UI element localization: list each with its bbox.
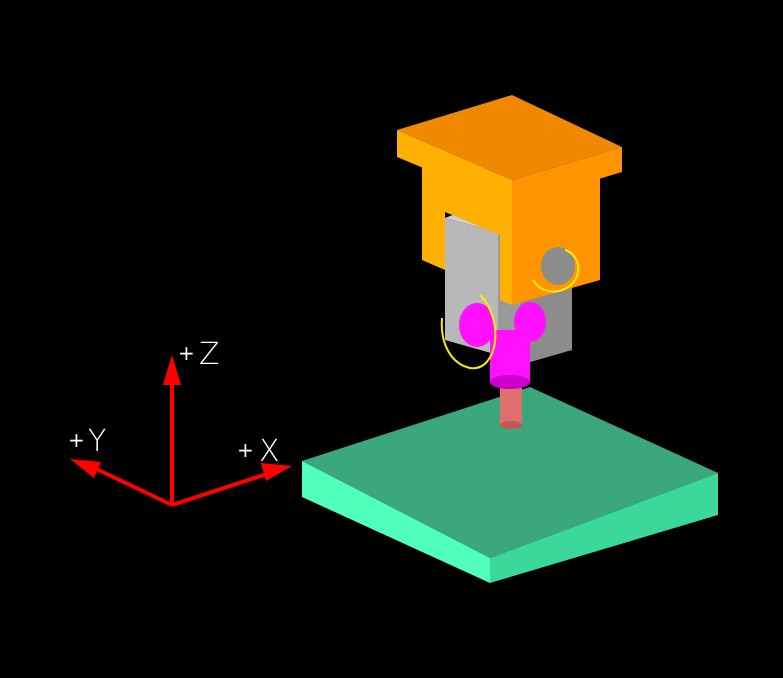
rotation-arc-side-icon bbox=[532, 249, 580, 293]
y-axis-line bbox=[89, 464, 173, 507]
spindle bbox=[500, 385, 522, 429]
spindle-shaft bbox=[500, 385, 522, 425]
head-rotary-port bbox=[541, 247, 575, 285]
tool-holder-base bbox=[490, 375, 530, 389]
rotation-indicators bbox=[440, 249, 580, 370]
z-axis-sign: + bbox=[178, 341, 195, 365]
y-axis-arrow-icon bbox=[70, 459, 101, 478]
table-top bbox=[302, 387, 718, 558]
y-axis-label: Y bbox=[88, 424, 106, 459]
table-left-face bbox=[302, 461, 490, 583]
z-axis-label: Z bbox=[199, 337, 220, 372]
work-table bbox=[302, 387, 718, 583]
coordinate-axes: + Z + Y + X bbox=[68, 337, 292, 507]
x-axis-line bbox=[171, 471, 271, 507]
spindle-tip bbox=[500, 421, 522, 429]
joint-side-ball bbox=[514, 302, 546, 342]
table-front-face bbox=[490, 473, 718, 583]
x-axis-sign: + bbox=[237, 438, 254, 462]
x-axis-label: X bbox=[259, 434, 280, 469]
z-axis-arrow-icon bbox=[163, 355, 181, 385]
head-top-face bbox=[397, 95, 622, 180]
y-axis-sign: + bbox=[68, 428, 85, 452]
joint-front-ball bbox=[459, 303, 495, 347]
tool-joint bbox=[459, 302, 546, 389]
x-axis-arrow-icon bbox=[261, 463, 292, 481]
rotation-arc-front-icon bbox=[440, 294, 497, 370]
head-body-front bbox=[422, 160, 512, 305]
